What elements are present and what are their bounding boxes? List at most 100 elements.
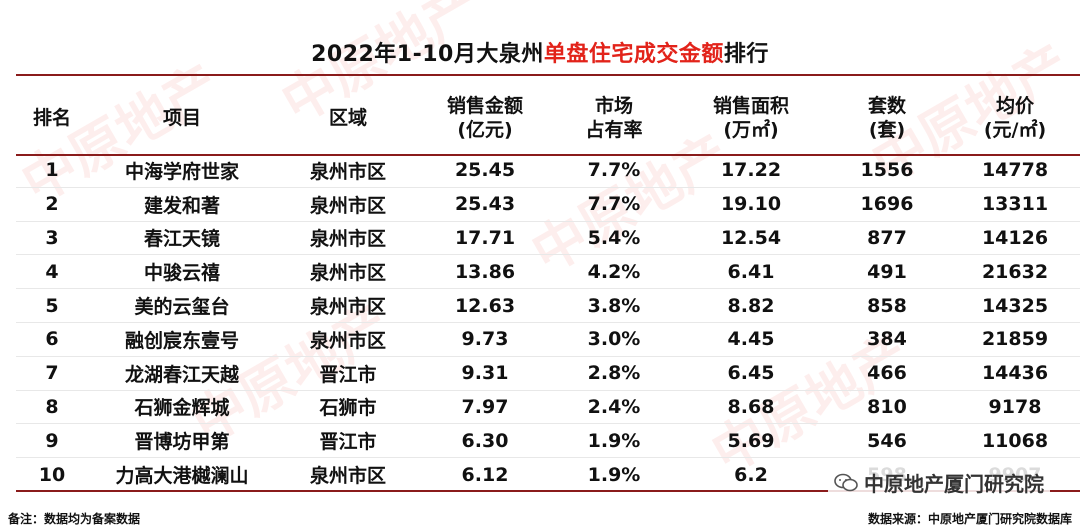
table-cell: 14778 [950,154,1080,188]
table-cell: 12.54 [678,221,824,256]
table-cell: 春江天镜 [88,221,276,256]
column-header-sublabel: (元/㎡) [983,119,1047,141]
column-header-sublabel: (万㎡) [723,119,779,141]
table-cell: 9 [16,423,88,459]
column-header-label: 项目 [162,107,201,129]
table-row: 2 建发和著 泉州市区 25.43 7.7% 19.10 1696 13311 [16,187,1080,222]
table-cell: 泉州市区 [276,187,420,222]
table-cell: 466 [824,356,950,391]
table-cell: 5.4% [550,221,678,256]
column-header-label: 排名 [32,107,71,129]
table-cell: 17.22 [678,154,824,188]
table-cell: 3.8% [550,288,678,323]
table-cell: 泉州市区 [309,465,386,488]
table-cell: 3 [16,221,88,256]
table-cell: 7.7% [550,187,678,222]
table-cell: 石狮金辉城 [88,390,276,425]
table-row: 4 中骏云禧 泉州市区 13.86 4.2% 6.41 491 21632 [16,254,1080,290]
table-cell: 1696 [824,187,950,222]
table-cell: 泉州市区 [276,154,420,188]
table-cell: 25.43 [420,187,550,222]
top-rule [16,74,1080,76]
table-cell: 6.12 [461,463,509,486]
table-row: 5 美的云玺台 泉州市区 12.63 3.8% 8.82 858 14325 [16,288,1080,323]
table-cell: 晋江市 [276,423,420,459]
table-cell: 10 [38,463,66,486]
table-cell: 6.30 [420,423,550,459]
table-cell: 21632 [950,254,1080,290]
bottom-rule [16,490,1080,492]
title-prefix: 2022年1-10月大泉州 [311,42,544,67]
table-cell: 5 [16,288,88,323]
table-cell: 9.73 [420,322,550,357]
title-highlight: 单盘住宅成交金额 [543,42,724,67]
wechat-watermark-label: 中原地产厦门研究院 [828,466,1050,499]
column-header: 区域 [276,82,420,154]
table-cell: 石狮市 [276,390,420,425]
table-cell: 融创宸东壹号 [88,322,276,357]
table-cell: 6.45 [678,356,824,391]
table-cell: 6.2 [734,463,768,486]
table-cell: 14436 [950,356,1080,391]
table-cell: 491 [824,254,950,290]
table-cell: 建发和著 [88,187,276,222]
data-source: 数据来源：中原地产厦门研究院数据库 [867,512,1072,526]
table-cell: 1.9% [550,423,678,459]
table-cell: 中骏云禧 [88,254,276,290]
table-header-row: 排名 项目 区域 销售金额 (亿元) 市场 占有率 销售面积 (万㎡) 套数 (套) 均价 (元/㎡) [16,82,1080,154]
table-row: 8 石狮金辉城 石狮市 7.97 2.4% 8.68 810 9178 [16,390,1080,425]
table-cell: 11068 [950,423,1080,459]
table-cell: 21859 [950,322,1080,357]
table-cell: 8 [16,390,88,425]
table-cell: 8.68 [678,390,824,425]
table-cell: 泉州市区 [276,254,420,290]
column-header: 项目 [88,82,276,154]
table-cell: 14126 [950,221,1080,256]
table-cell: 12.63 [420,288,550,323]
table-cell: 4.2% [550,254,678,290]
table-cell: 2 [16,187,88,222]
title-suffix: 排行 [723,42,769,67]
column-header-label: 区域 [328,107,367,129]
wechat-icon [834,473,858,491]
column-header: 排名 [16,82,88,154]
table-cell: 晋博坊甲第 [88,423,276,459]
wechat-watermark-text: 中原地产厦门研究院 [864,472,1044,496]
column-header: 销售面积 (万㎡) [678,82,824,154]
table-cell: 3.0% [550,322,678,357]
table-cell: 25.45 [420,154,550,188]
table-cell: 810 [824,390,950,425]
table-row: 7 龙湖春江天越 晋江市 9.31 2.8% 6.45 466 14436 [16,356,1080,391]
table-cell: 泉州市区 [276,221,420,256]
table-cell: 中海学府世家 [88,154,276,188]
column-header-label: 均价 [995,95,1034,117]
column-header-label: 销售金额 [446,95,523,117]
table-row: 6 融创宸东壹号 泉州市区 9.73 3.0% 4.45 384 21859 [16,322,1080,357]
table-cell: 6.41 [678,254,824,290]
table-row: 1 中海学府世家 泉州市区 25.45 7.7% 17.22 1556 14778 [16,154,1080,188]
table-cell: 2.8% [550,356,678,391]
table-cell: 9178 [950,390,1080,425]
table-cell: 384 [824,322,950,357]
column-header: 套数 (套) [824,82,950,154]
table-row: 3 春江天镜 泉州市区 17.71 5.4% 12.54 877 14126 [16,221,1080,256]
table-cell: 13.86 [420,254,550,290]
table-body: 1 中海学府世家 泉州市区 25.45 7.7% 17.22 1556 14778 2 建发和著泉… [16,154,1080,491]
table-cell: 4.45 [678,322,824,357]
table-cell: 1.9% [587,463,641,486]
table-cell: 19.10 [678,187,824,222]
table-cell: 5.69 [678,423,824,459]
column-header-label: 销售面积 [712,95,789,117]
column-header-sublabel: (套) [868,119,906,141]
table-cell: 877 [824,221,950,256]
table-cell: 美的云玺台 [88,288,276,323]
table-row: 9 晋博坊甲第 晋江市 6.30 1.9% 5.69 546 11068 [16,423,1080,459]
table-cell: 1556 [824,154,950,188]
table-cell: 7.7% [550,154,678,188]
table-cell: 泉州市区 [276,288,420,323]
column-header-sublabel: (亿元) [457,119,513,141]
table-cell: 8.82 [678,288,824,323]
table-cell: 龙湖春江天越 [88,356,276,391]
table-cell: 晋江市 [276,356,420,391]
table-cell: 17.71 [420,221,550,256]
